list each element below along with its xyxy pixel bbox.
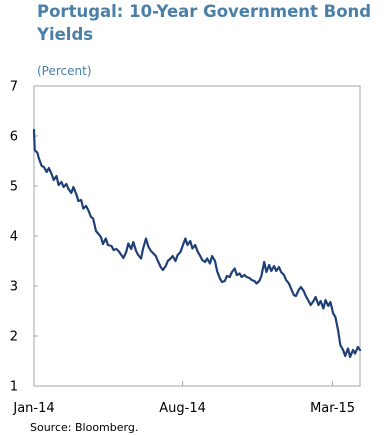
x-tick-label: Jan-14 (12, 401, 54, 416)
chart-subtitle: (Percent) (37, 64, 92, 78)
y-tick-label: 2 (10, 330, 18, 345)
yield-series-line (32, 128, 362, 359)
y-tick-label: 4 (10, 230, 18, 245)
x-tick-label: Aug-14 (159, 401, 206, 416)
source-note: Source: Bloomberg. (30, 421, 139, 434)
chart-marks (32, 128, 362, 359)
y-tick-label: 7 (10, 80, 18, 95)
y-tick-label: 6 (10, 130, 18, 145)
chart-title: Portugal: 10-Year Government Bond Yields (37, 2, 372, 44)
y-tick-label: 1 (10, 380, 18, 395)
plot-frame (33, 85, 361, 387)
chart-axes: 1 2 3 4 5 6 7 Jan-14 Aug-14 Mar-15 (10, 80, 361, 416)
y-tick-label: 3 (10, 280, 18, 295)
x-tick-label: Mar-15 (310, 401, 355, 416)
y-tick-label: 5 (10, 180, 18, 195)
